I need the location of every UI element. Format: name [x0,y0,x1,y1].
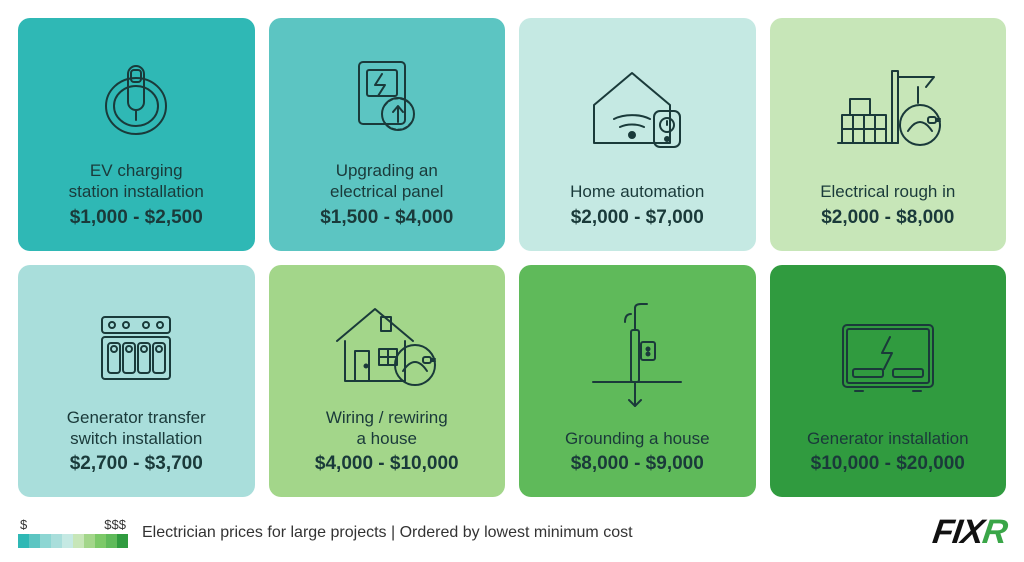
price-card: Home automation $2,000 - $7,000 [519,18,756,251]
card-price: $4,000 - $10,000 [315,453,459,475]
legend-swatch [18,534,29,548]
card-label: Grounding a house [565,428,710,449]
logo-text: FIX [930,513,985,551]
card-label: Electrical rough in [820,181,955,202]
legend-swatch [51,534,62,548]
card-label: Generator installation [807,428,969,449]
generator-icon [780,283,997,428]
price-card-grid: EV chargingstation installation $1,000 - … [18,18,1006,497]
footer-caption: Electrician prices for large projects | … [142,524,633,542]
legend-swatch [95,534,106,548]
legend-swatch [84,534,95,548]
legend-high: $$$ [104,517,126,532]
card-price: $2,000 - $7,000 [571,207,704,229]
legend-swatch [73,534,84,548]
house-wire-icon [279,283,496,407]
legend-swatch [40,534,51,548]
price-card: Grounding a house $8,000 - $9,000 [519,265,756,498]
card-price: $2,700 - $3,700 [70,453,203,475]
footer: $ $$$ Electrician prices for large proje… [18,497,1006,552]
price-card: Generator transferswitch installation $2,… [18,265,255,498]
price-card: Electrical rough in $2,000 - $8,000 [770,18,1007,251]
logo-accent: R [980,513,1009,551]
legend-labels: $ $$$ [18,517,128,532]
transfer-switch-icon [28,283,245,407]
smart-home-icon [529,36,746,181]
legend-swatch [117,534,128,548]
card-label: EV chargingstation installation [69,160,204,203]
footer-left: $ $$$ Electrician prices for large proje… [18,517,633,548]
card-label: Home automation [570,181,704,202]
legend-swatch [29,534,40,548]
price-card: Upgrading anelectrical panel $1,500 - $4,… [269,18,506,251]
card-label: Upgrading anelectrical panel [330,160,443,203]
card-price: $1,500 - $4,000 [320,207,453,229]
card-price: $10,000 - $20,000 [811,453,965,475]
card-label: Generator transferswitch installation [67,407,206,450]
price-card: Wiring / rewiringa house $4,000 - $10,000 [269,265,506,498]
legend-swatch [62,534,73,548]
price-card: EV chargingstation installation $1,000 - … [18,18,255,251]
price-gradient-legend: $ $$$ [18,517,128,548]
grounding-icon [529,283,746,428]
card-price: $1,000 - $2,500 [70,207,203,229]
card-label: Wiring / rewiringa house [326,407,448,450]
price-card: Generator installation $10,000 - $20,000 [770,265,1007,498]
gradient-bar [18,534,128,548]
card-price: $2,000 - $8,000 [821,207,954,229]
legend-swatch [106,534,117,548]
fixr-logo: FIXR [930,513,1009,552]
legend-low: $ [20,517,27,532]
rough-in-icon [780,36,997,181]
ev-charger-icon [28,36,245,160]
panel-icon [279,36,496,160]
card-price: $8,000 - $9,000 [571,453,704,475]
